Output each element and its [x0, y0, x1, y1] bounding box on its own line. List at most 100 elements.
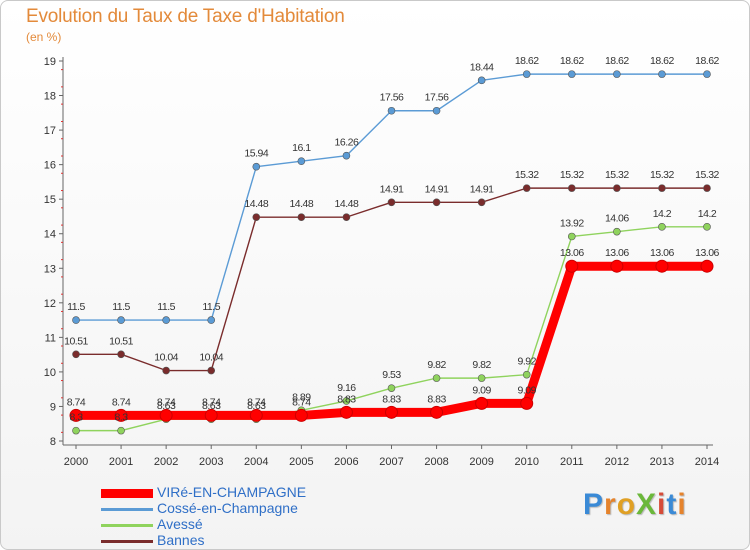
data-label: 10.51 — [64, 335, 88, 347]
data-label: 17.56 — [380, 92, 404, 104]
data-point — [432, 198, 441, 207]
data-label: 14.91 — [425, 183, 449, 195]
y-tick-label: 13 — [44, 263, 56, 275]
data-label: 9.53 — [382, 369, 401, 381]
data-point — [114, 408, 128, 422]
data-label: 18.62 — [695, 55, 719, 67]
data-point — [72, 316, 80, 324]
brand-letter: o — [616, 488, 637, 521]
data-point — [342, 151, 351, 160]
data-point — [342, 397, 351, 405]
data-label: 10.04 — [154, 352, 178, 364]
data-point — [477, 198, 486, 207]
x-tick-label: 2000 — [64, 456, 88, 468]
data-point — [249, 408, 263, 422]
legend-swatch — [101, 540, 153, 543]
x-tick-label: 2001 — [109, 456, 133, 468]
data-label: 14.91 — [470, 183, 494, 195]
data-point — [297, 157, 306, 165]
brand-letter: t — [666, 488, 678, 521]
data-point — [567, 70, 576, 78]
legend-label: VIRé-EN-CHAMPAGNE — [157, 484, 307, 500]
data-label: 15.94 — [244, 148, 268, 160]
data-point — [658, 70, 666, 78]
x-tick-label: 2014 — [695, 456, 719, 468]
data-point — [613, 70, 621, 78]
data-label: 16.26 — [335, 137, 359, 149]
legend-swatch — [101, 508, 153, 511]
data-label: 8.3 — [69, 412, 83, 424]
data-point — [432, 374, 441, 382]
legend-label: Bannes — [157, 532, 205, 548]
data-label: 13.06 — [695, 247, 719, 259]
data-point — [567, 184, 576, 192]
data-label: 11.5 — [202, 301, 220, 313]
data-point — [703, 70, 711, 78]
data-label: 8.83 — [382, 393, 401, 405]
y-tick-label: 8 — [50, 436, 56, 448]
brand-letter: r — [604, 488, 617, 521]
legend-swatch — [101, 524, 153, 527]
data-label: 10.04 — [199, 352, 223, 364]
data-label: 9.09 — [472, 384, 491, 396]
data-point — [72, 426, 80, 435]
legend-swatch — [101, 489, 153, 498]
data-point — [522, 70, 531, 78]
data-label: 18.62 — [515, 55, 539, 67]
data-label: 15.32 — [560, 169, 584, 181]
data-point — [69, 408, 83, 422]
x-tick-label: 2003 — [199, 456, 223, 468]
data-label: 15.32 — [650, 169, 674, 181]
data-point — [477, 374, 486, 382]
data-label: 14.2 — [653, 208, 672, 220]
data-point — [159, 408, 173, 422]
data-point — [294, 408, 308, 422]
data-label: 10.51 — [109, 335, 133, 347]
data-label: 8.3 — [115, 412, 129, 424]
y-tick-label: 17 — [44, 125, 56, 137]
brand-letter: X — [636, 488, 658, 521]
data-label: 14.48 — [244, 198, 268, 210]
data-point — [475, 396, 489, 410]
data-label: 13.06 — [605, 247, 629, 259]
y-tick-label: 11 — [45, 332, 56, 344]
data-point — [432, 106, 441, 115]
data-label: 16.1 — [292, 142, 311, 154]
data-point — [207, 316, 216, 324]
y-tick-label: 16 — [44, 160, 56, 172]
chart-subtitle: (en %) — [26, 30, 62, 44]
data-label: 17.56 — [425, 92, 449, 104]
data-point — [204, 408, 218, 422]
data-label: 18.62 — [605, 55, 629, 67]
brand-logo: ProXiti — [583, 488, 687, 522]
data-point — [703, 184, 711, 192]
data-point — [339, 405, 353, 419]
data-label: 9.82 — [472, 359, 491, 371]
x-tick-label: 2012 — [605, 456, 629, 468]
data-label: 14.06 — [605, 213, 629, 225]
data-label: 13.92 — [560, 217, 584, 229]
data-label: 8.74 — [157, 396, 176, 408]
y-tick-label: 14 — [44, 229, 56, 241]
data-label: 8.63 — [247, 400, 266, 412]
data-label: 14.91 — [380, 183, 404, 195]
data-label: 9.82 — [427, 359, 446, 371]
x-tick-label: 2013 — [650, 456, 674, 468]
data-point — [658, 184, 666, 192]
x-tick-label: 2002 — [154, 456, 178, 468]
data-label: 11.5 — [157, 301, 175, 313]
brand-letter: i — [657, 488, 667, 521]
data-label: 14.48 — [289, 198, 313, 210]
data-point — [117, 350, 125, 359]
y-tick-label: 15 — [44, 194, 56, 206]
data-label: 8.83 — [427, 393, 446, 405]
data-point — [252, 213, 261, 221]
data-point — [72, 350, 80, 359]
data-point — [117, 426, 125, 435]
data-label: 18.44 — [470, 61, 494, 73]
data-label: 8.74 — [67, 396, 86, 408]
data-point — [297, 213, 306, 221]
y-tick-label: 10 — [44, 367, 56, 379]
